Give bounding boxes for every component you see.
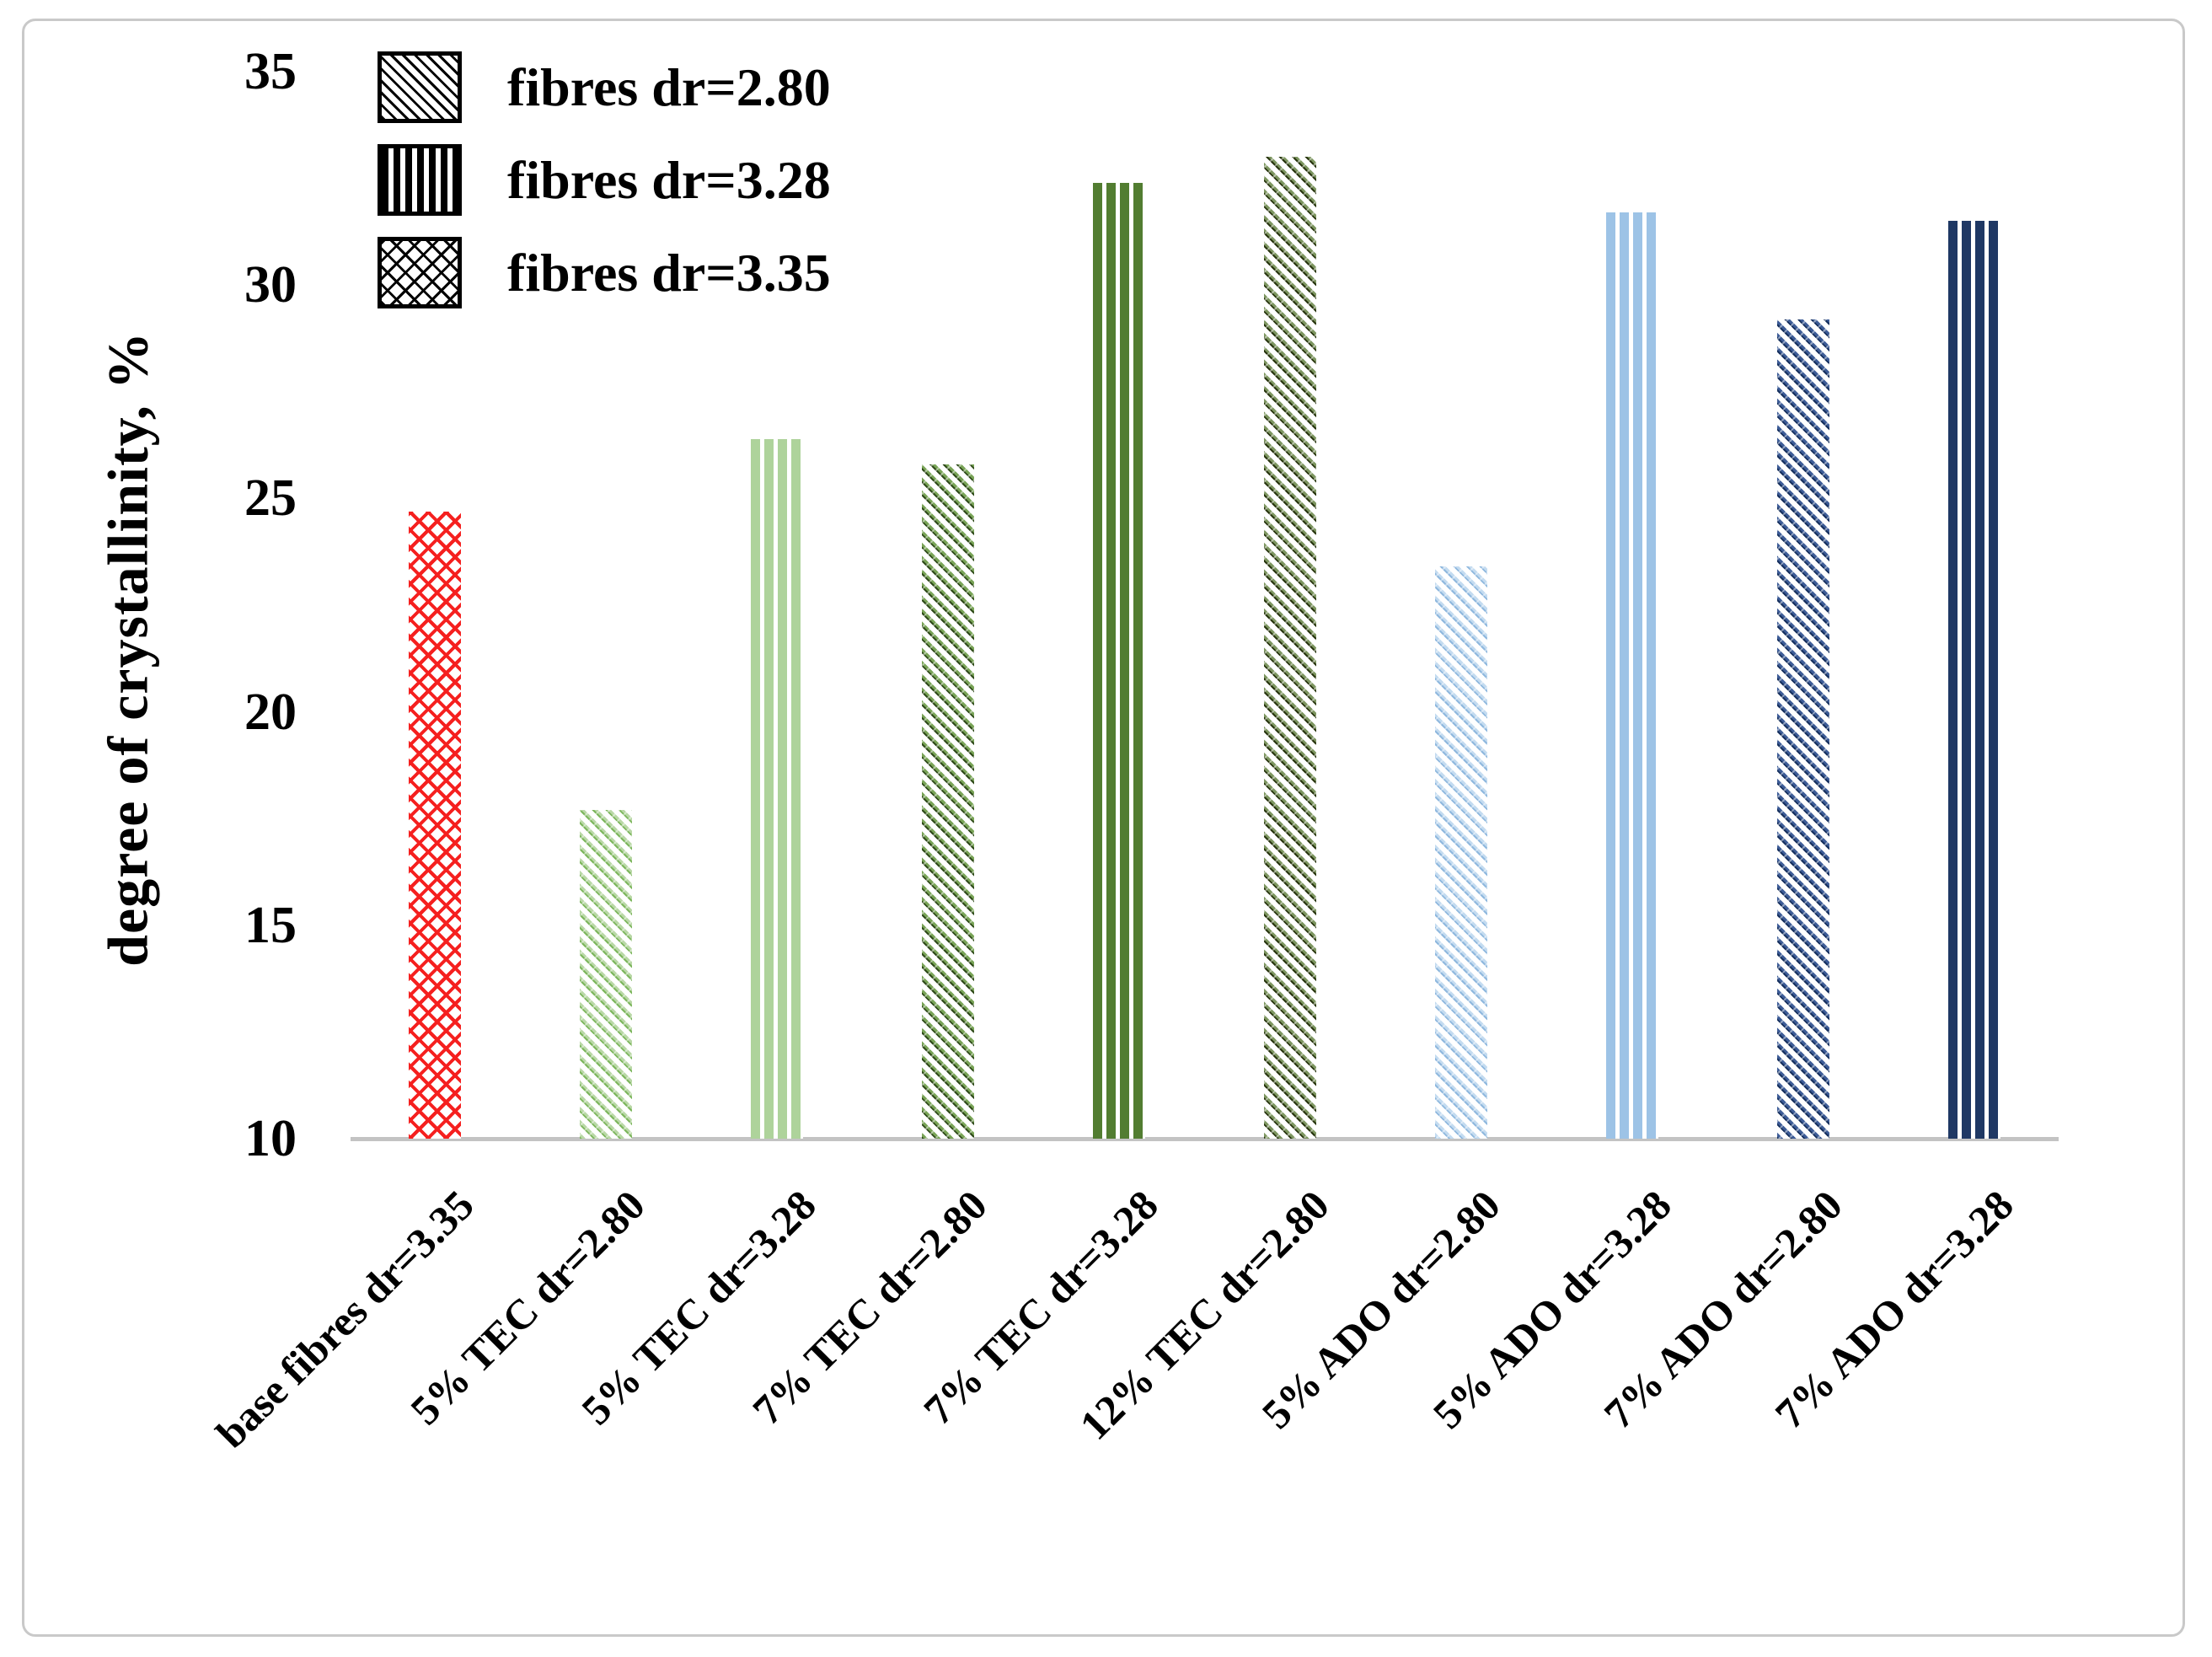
y-tick-label: 20	[244, 683, 297, 741]
y-tick-label: 15	[244, 896, 297, 954]
bar	[580, 810, 632, 1139]
bar	[409, 512, 461, 1139]
bar	[922, 464, 974, 1139]
legend-swatch-crosshatch	[378, 237, 462, 308]
bar	[1948, 221, 2000, 1139]
y-axis-title: degree of crystallinity, %	[95, 331, 160, 967]
y-tick-label: 30	[244, 256, 297, 314]
legend-label: fibres dr=3.28	[507, 150, 831, 210]
y-tick-label: 10	[244, 1110, 297, 1167]
figure-border	[22, 19, 2185, 1637]
bar	[1777, 319, 1829, 1139]
y-tick-label: 35	[244, 43, 297, 100]
legend-label: fibres dr=3.35	[507, 243, 831, 303]
bar	[1435, 566, 1487, 1139]
x-axis-line	[351, 1137, 2059, 1141]
legend-label: fibres dr=2.80	[507, 57, 831, 117]
legend-swatch-diagonal-hatch	[378, 51, 462, 123]
legend-swatch-vertical-stripes	[378, 144, 462, 216]
y-tick-label: 25	[244, 469, 297, 528]
bar	[1606, 212, 1658, 1139]
bar	[751, 439, 803, 1139]
bar	[1264, 157, 1316, 1139]
bar	[1093, 183, 1145, 1139]
